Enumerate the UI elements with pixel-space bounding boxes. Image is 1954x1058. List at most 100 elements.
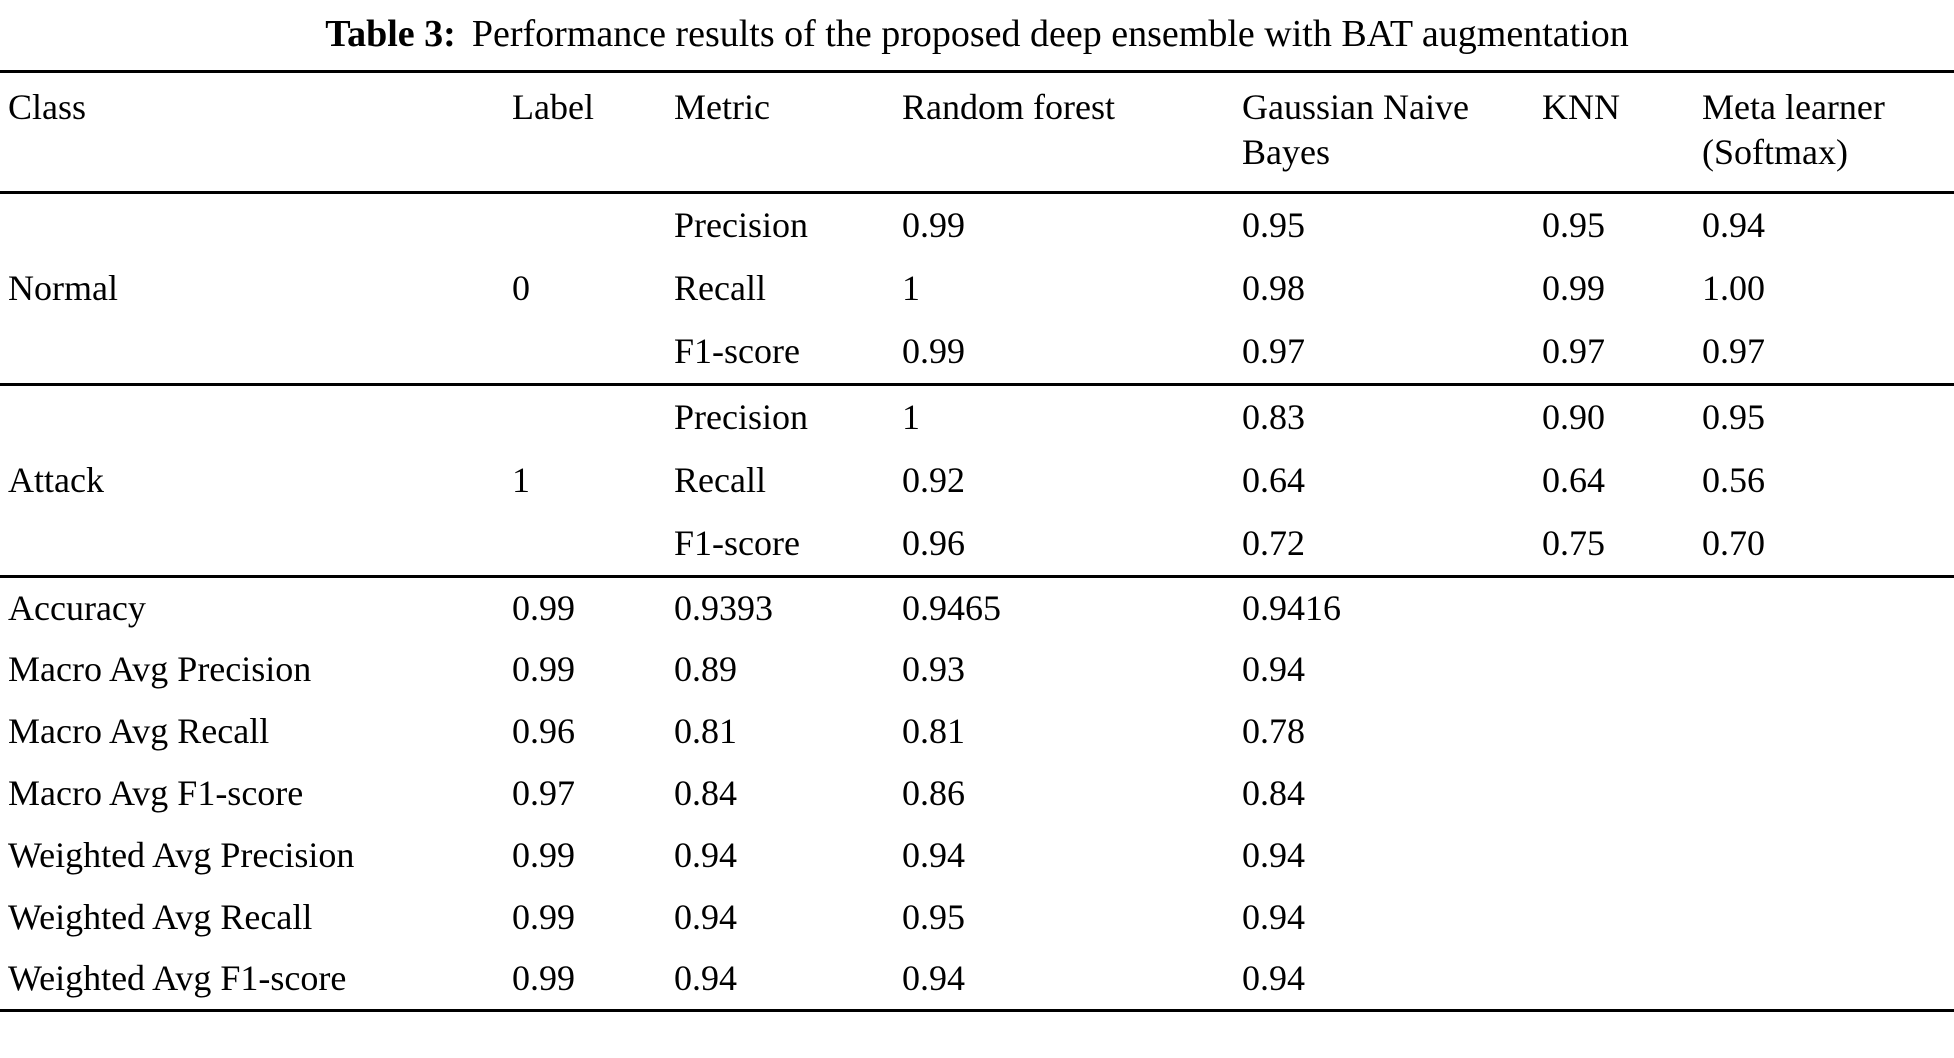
value-cell: 1.00 [1702, 267, 1765, 308]
table-caption: Table 3: Performance results of the propo… [0, 0, 1954, 70]
empty-cell [1700, 701, 1954, 763]
value-cell: 0.95 [1542, 204, 1605, 245]
value-cell: 0.97 [1542, 331, 1605, 372]
summary-name-cell: Weighted Avg F1-score [8, 958, 347, 999]
metric-row: Normal 0 Precision 0.99 0.95 0.95 0.94 [0, 193, 1954, 308]
summary-name-cell: Macro Avg Recall [8, 710, 270, 751]
summary-section: Accuracy 0.99 0.9393 0.9465 0.9416 Macro Avg … [0, 577, 1954, 1011]
summary-row: Weighted Avg Precision 0.99 0.94 0.94 0.94 [0, 825, 1954, 887]
empty-cell [1700, 639, 1954, 701]
summary-value-cell: 0.94 [674, 958, 737, 999]
summary-value-cell: 0.99 [512, 896, 575, 937]
summary-value-cell: 0.94 [1242, 648, 1305, 689]
value-cell: 0.95 [1702, 396, 1765, 437]
summary-row: Weighted Avg Recall 0.99 0.94 0.95 0.94 [0, 887, 1954, 949]
metric-row: F1-score 0.96 0.72 0.75 0.70 [0, 513, 1954, 577]
value-cell: 0.96 [902, 523, 965, 564]
summary-row: Macro Avg F1-score 0.97 0.84 0.86 0.84 [0, 763, 1954, 825]
header-class: Class [8, 87, 87, 127]
summary-value-cell: 0.94 [674, 834, 737, 875]
summary-value-cell: 0.96 [512, 710, 575, 751]
value-cell: 0.56 [1702, 459, 1765, 500]
summary-name-cell: Weighted Avg Precision [8, 834, 355, 875]
summary-value-cell: 0.99 [512, 834, 575, 875]
value-cell: 0.75 [1542, 523, 1605, 564]
header-gaussian-naive-bayes: Gaussian Naive Bayes [1242, 87, 1469, 172]
empty-cell [1700, 949, 1954, 1011]
table-header-row: Class Label Metric Random forest Gaussia… [0, 72, 1954, 193]
summary-value-cell: 0.99 [512, 587, 575, 628]
summary-value-cell: 0.94 [902, 958, 965, 999]
value-cell: 1 [902, 396, 920, 437]
performance-table: Class Label Metric Random forest Gaussia… [0, 70, 1954, 1012]
empty-cell [1540, 763, 1700, 825]
metric-cell: F1-score [674, 523, 800, 564]
value-cell: 0.99 [902, 331, 965, 372]
table-caption-text: Performance results of the proposed deep… [471, 13, 1629, 55]
summary-value-cell: 0.9416 [1242, 587, 1341, 628]
summary-value-cell: 0.86 [902, 772, 965, 813]
summary-value-cell: 0.94 [902, 834, 965, 875]
summary-value-cell: 0.78 [1242, 710, 1305, 751]
metric-row: F1-score 0.99 0.97 0.97 0.97 [0, 321, 1954, 385]
summary-value-cell: 0.81 [674, 710, 737, 751]
empty-cell [1700, 825, 1954, 887]
summary-value-cell: 0.93 [902, 648, 965, 689]
value-cell: 0.94 [1702, 204, 1765, 245]
value-cell: 0.97 [1702, 331, 1765, 372]
summary-value-cell: 0.94 [1242, 958, 1305, 999]
class-name-cell: Attack [8, 459, 104, 500]
metric-row: Recall 0.92 0.64 0.64 0.56 [0, 449, 1954, 513]
empty-cell [1540, 639, 1700, 701]
value-cell: 0.72 [1242, 523, 1305, 564]
value-cell: 0.64 [1542, 459, 1605, 500]
metric-cell: Recall [674, 459, 766, 500]
empty-cell [1540, 949, 1700, 1011]
empty-cell [1700, 763, 1954, 825]
summary-name-cell: Macro Avg F1-score [8, 772, 304, 813]
class-label-cell: 0 [512, 267, 530, 308]
summary-value-cell: 0.97 [512, 772, 575, 813]
value-cell: 0.95 [1242, 204, 1305, 245]
class-label-cell: 1 [512, 459, 530, 500]
summary-value-cell: 0.84 [1242, 772, 1305, 813]
value-cell: 0.70 [1702, 523, 1765, 564]
summary-row: Macro Avg Precision 0.99 0.89 0.93 0.94 [0, 639, 1954, 701]
empty-cell [1540, 825, 1700, 887]
summary-row: Weighted Avg F1-score 0.99 0.94 0.94 0.94 [0, 949, 1954, 1011]
summary-value-cell: 0.99 [512, 648, 575, 689]
metric-cell: Recall [674, 267, 766, 308]
summary-value-cell: 0.9393 [674, 587, 773, 628]
summary-name-cell: Accuracy [8, 587, 146, 628]
value-cell: 1 [902, 267, 920, 308]
summary-value-cell: 0.94 [1242, 834, 1305, 875]
header-meta-learner: Meta learner (Softmax) [1702, 87, 1885, 172]
value-cell: 0.97 [1242, 331, 1305, 372]
value-cell: 0.92 [902, 459, 965, 500]
summary-name-cell: Macro Avg Precision [8, 648, 312, 689]
class-group-attack: Attack 1 Precision 1 0.83 0.90 0.95 Recall 0.92 0… [0, 385, 1954, 577]
summary-value-cell: 0.99 [512, 958, 575, 999]
empty-cell [1700, 577, 1954, 639]
class-group-normal: Normal 0 Precision 0.99 0.95 0.95 0.94 Recall 1 0… [0, 193, 1954, 385]
value-cell: 0.99 [902, 204, 965, 245]
value-cell: 0.99 [1542, 267, 1605, 308]
header-knn: KNN [1542, 87, 1620, 127]
empty-cell [1700, 887, 1954, 949]
summary-name-cell: Weighted Avg Recall [8, 896, 313, 937]
value-cell: 0.90 [1542, 396, 1605, 437]
metric-row: Attack 1 Precision 1 0.83 0.90 0.95 [0, 385, 1954, 500]
header-random-forest: Random forest [902, 87, 1115, 127]
summary-value-cell: 0.81 [902, 710, 965, 751]
metric-cell: Precision [674, 204, 808, 245]
metric-cell: Precision [674, 396, 808, 437]
summary-row: Macro Avg Recall 0.96 0.81 0.81 0.78 [0, 701, 1954, 763]
summary-value-cell: 0.89 [674, 648, 737, 689]
summary-row: Accuracy 0.99 0.9393 0.9465 0.9416 [0, 577, 1954, 639]
table-caption-label: Table 3: [325, 13, 456, 55]
empty-cell [1540, 577, 1700, 639]
header-label: Label [512, 87, 594, 127]
empty-cell [1540, 701, 1700, 763]
metric-cell: F1-score [674, 331, 800, 372]
